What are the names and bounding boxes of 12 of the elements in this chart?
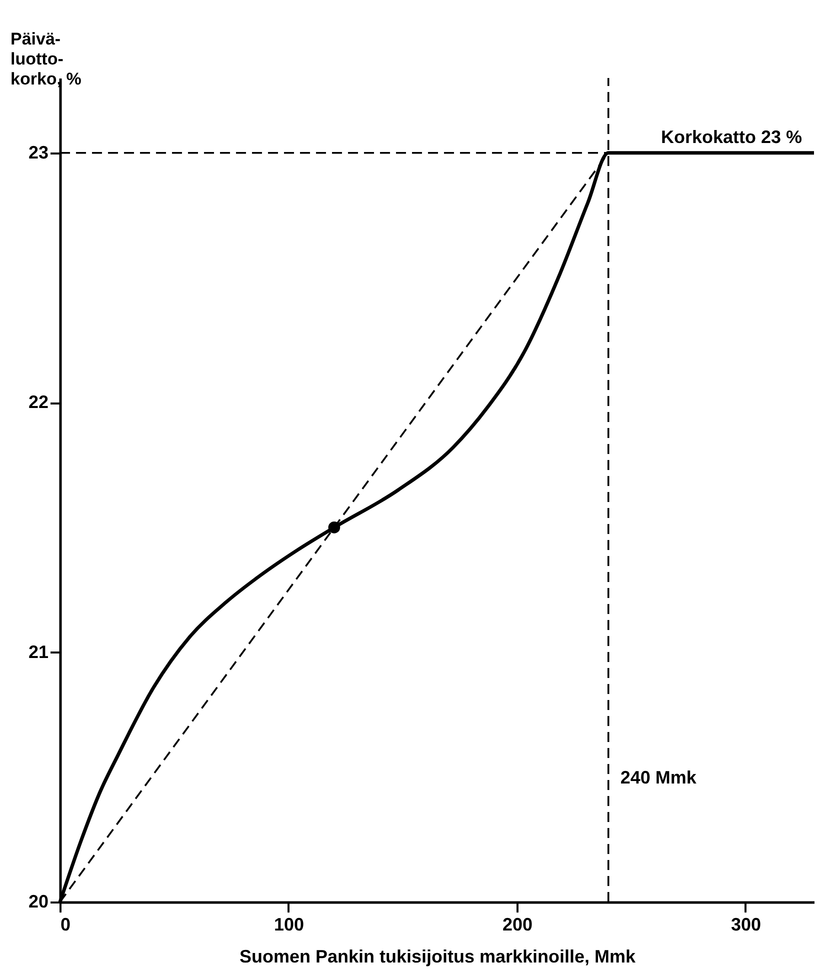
x-tick-label: 100 [274,914,304,934]
ref-line-label: 240 Mmk [620,767,698,788]
x-axis-title: Suomen Pankin tukisijoitus markkinoille, Mmk [239,946,637,966]
y-axis-title: Päivä- luotto- korko, % [10,30,82,88]
x-tick-label: 300 [730,914,761,934]
ref-line-label: Korkokatto 23 % [660,126,802,147]
y-tick-label: 23 [28,142,48,162]
x-tick-label: 0 [60,914,71,934]
y-tick-label: 22 [28,392,48,412]
y-tick-label: 21 [28,642,48,662]
y-tick-label: 20 [28,892,48,912]
x-tick-label: 200 [502,914,532,934]
